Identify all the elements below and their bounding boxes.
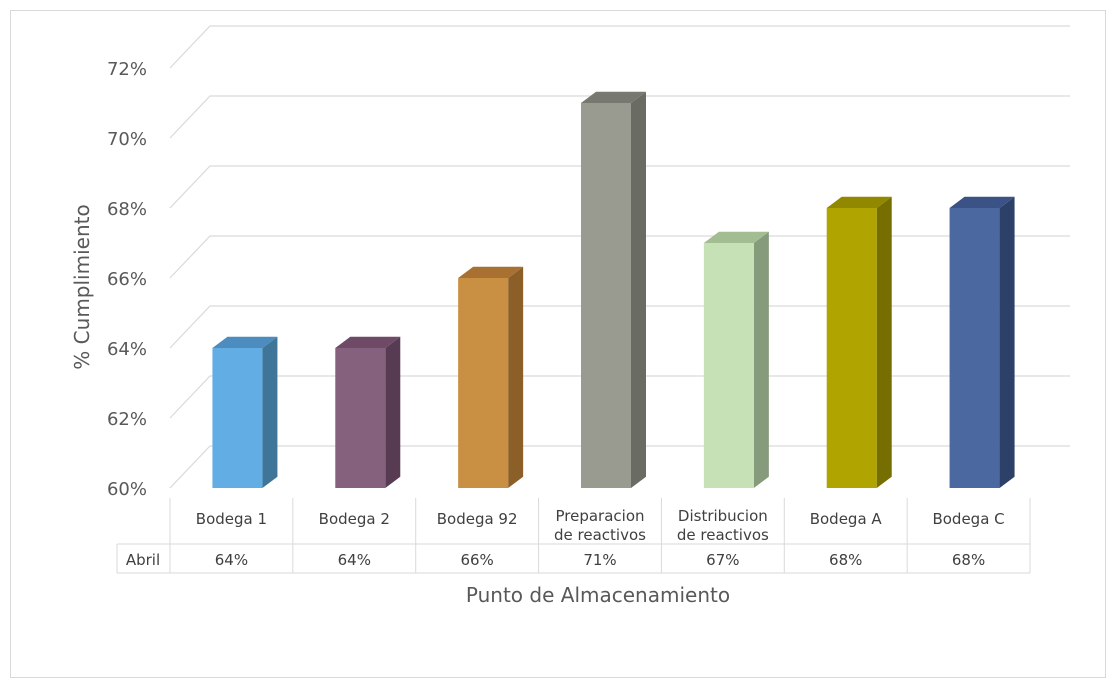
y-tick-label: 72% (107, 59, 147, 80)
y-tick-label: 70% (107, 129, 147, 150)
data-label: 68% (829, 551, 862, 569)
bar-side-face (262, 336, 278, 488)
gridline (169, 305, 1070, 349)
gridline (169, 25, 1070, 69)
bar-front-face (949, 208, 1000, 488)
bar-side-face (753, 231, 769, 488)
bar (581, 91, 646, 488)
y-axis-label: % Cumplimiento (70, 204, 94, 369)
x-category-label: Bodega 92 (437, 510, 518, 528)
bar (703, 231, 769, 488)
bars (212, 91, 1015, 488)
bar-top-face (826, 196, 892, 208)
bar (949, 196, 1015, 488)
x-category-label: Preparacion (555, 507, 644, 525)
bar-side-face (631, 91, 646, 488)
bar-front-face (581, 103, 631, 488)
bar-top-face (581, 91, 646, 103)
bar-top-face (335, 336, 401, 348)
x-category-label: Bodega 1 (196, 510, 267, 528)
data-label: 64% (338, 551, 371, 569)
y-tick-label: 66% (107, 269, 147, 290)
data-label: 66% (460, 551, 493, 569)
y-tick-label: 62% (107, 409, 147, 430)
data-table: Bodega 1 64% Bodega 2 64% Bodega 92 66% Prepar… (116, 498, 1031, 574)
gridline (169, 165, 1070, 209)
x-axis-label: Punto de Almacenamiento (466, 583, 730, 607)
chart-frame (10, 10, 1106, 678)
bar-side-face (999, 196, 1015, 488)
x-category-label: Distribucion (678, 507, 768, 525)
x-category-label: de reactivos (677, 526, 769, 544)
gridline (169, 375, 1070, 419)
y-tick-label: 64% (107, 339, 147, 360)
data-label: 64% (215, 551, 248, 569)
data-label: 68% (952, 551, 985, 569)
bar-front-face (335, 348, 386, 488)
y-tick-label: 68% (107, 199, 147, 220)
bar-front-face (458, 278, 509, 488)
bar-front-face (212, 348, 263, 488)
bar (458, 266, 524, 488)
bar-side-face (508, 266, 524, 488)
gridline (169, 95, 1070, 139)
bar (826, 196, 892, 488)
x-category-label: Bodega A (810, 510, 883, 528)
x-category-label: Bodega C (932, 510, 1004, 528)
bar-top-face (212, 336, 278, 348)
bar-top-face (458, 266, 524, 278)
series-name-label: Abril (126, 551, 160, 569)
data-label: 67% (706, 551, 739, 569)
data-label: 71% (583, 551, 616, 569)
y-axis-tick-labels: 60% 62% 64% 66% 68% 70% 72% (107, 59, 147, 500)
bar-top-face (703, 231, 769, 243)
gridlines (169, 25, 1070, 489)
gridline (169, 445, 1070, 489)
bar-top-face (949, 196, 1015, 208)
bar (335, 336, 401, 488)
bar-side-face (385, 336, 401, 488)
bar-front-face (826, 208, 877, 488)
y-tick-label: 60% (107, 479, 147, 500)
x-category-label: Bodega 2 (319, 510, 390, 528)
bar-side-face (876, 196, 892, 488)
x-category-label: de reactivos (554, 526, 646, 544)
bar-front-face (703, 243, 754, 488)
bar (212, 336, 278, 488)
gridline (169, 235, 1070, 279)
